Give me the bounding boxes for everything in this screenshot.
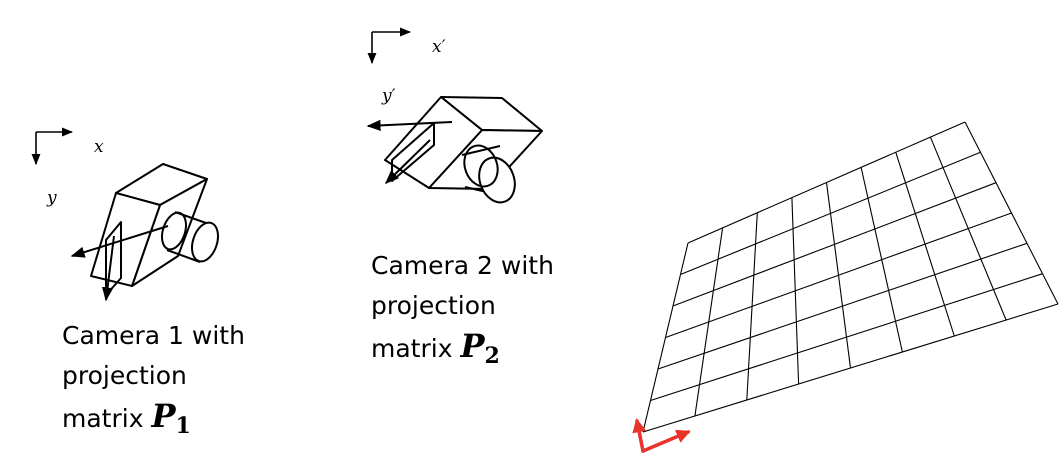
plane-grid-row-line <box>665 212 1012 339</box>
plane-grid-row-line <box>657 242 1028 370</box>
camera1-caption: Camera 1 with projection matrix P1 <box>62 316 245 446</box>
camera1-caption-line1: Camera 1 with <box>62 321 245 350</box>
plane-grid-row-line <box>650 273 1043 402</box>
plane-grid-row-line <box>680 151 981 276</box>
plane-grid-row-line <box>672 182 997 307</box>
camera1-x-label: x <box>94 137 104 157</box>
camera2-image-axes <box>367 27 412 65</box>
camera1-y-label: y <box>46 188 57 208</box>
camera1-caption-prefix: matrix <box>62 404 152 433</box>
camera2-caption-prefix: matrix <box>371 334 461 363</box>
camera2-icon <box>384 96 543 204</box>
camera2-matrix-symbol: P2 <box>460 327 500 369</box>
camera2-caption-line3: matrix P2 <box>371 326 554 376</box>
plane-grid-row-line <box>687 121 966 244</box>
camera1-matrix-symbol: P1 <box>151 397 191 439</box>
camera2-caption-line1: Camera 2 with <box>371 251 554 280</box>
camera2-caption: Camera 2 with projection matrix P2 <box>371 246 554 376</box>
camera1-caption-line2: projection <box>62 361 187 390</box>
camera2-frame-arrows <box>366 119 453 184</box>
camera1-caption-line3: matrix P1 <box>62 396 245 446</box>
camera1-frame-arrows <box>70 225 169 302</box>
camera1-image-axes <box>31 127 74 166</box>
plane-origin-axes <box>632 418 691 453</box>
camera2-caption-line2: projection <box>371 291 496 320</box>
world-plane-grid <box>642 121 1059 433</box>
camera2-x-label: x′ <box>432 37 446 57</box>
camera2-y-label: y′ <box>381 86 396 106</box>
plane-grid-row-line <box>642 303 1059 433</box>
